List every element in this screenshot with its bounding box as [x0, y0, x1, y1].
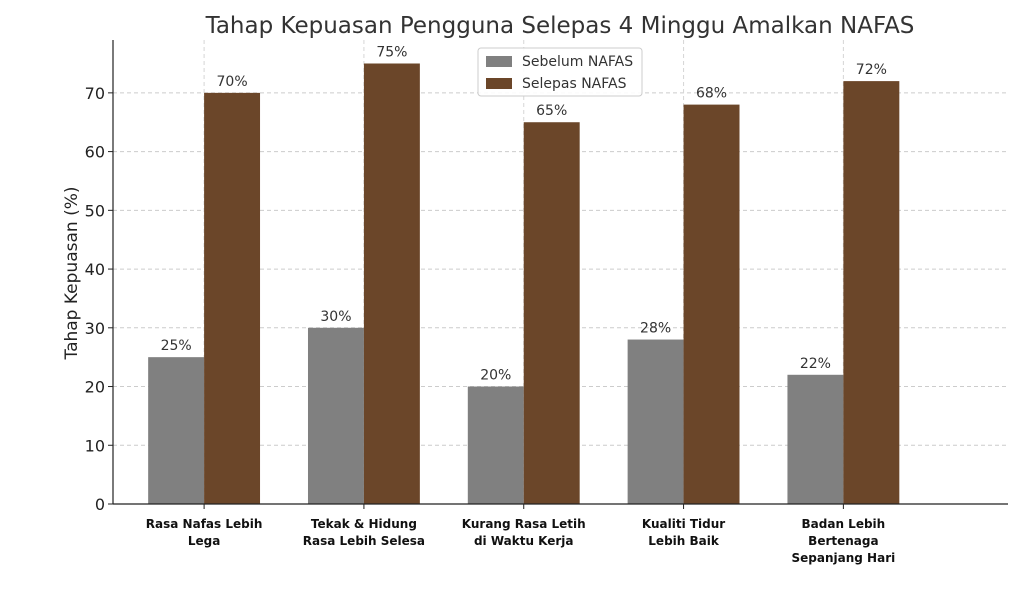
- legend-box: [477, 47, 643, 97]
- data-label: 28%: [640, 321, 671, 337]
- y-axis-label: Tahap Kepuasan (%): [62, 187, 82, 361]
- y-tick-label: 60: [85, 143, 105, 162]
- y-tick-label: 40: [85, 260, 105, 279]
- y-tick-label: 50: [85, 201, 105, 220]
- data-label: 20%: [480, 368, 511, 384]
- y-tick-label: 10: [85, 436, 105, 455]
- x-tick-label: Badan Lebih Bertenaga Sepanjang Hari: [792, 517, 896, 565]
- x-ticks: Rasa Nafas Lebih Lega Tekak & Hidung Rasa L…: [146, 504, 895, 565]
- bar-sebelum: [148, 357, 205, 504]
- bar-selepas: [843, 81, 900, 504]
- x-tick-label-line: Badan Lebih: [802, 517, 886, 531]
- data-label: 70%: [217, 74, 248, 90]
- x-tick-label-line: Tekak & Hidung: [311, 517, 417, 531]
- legend-swatch: [486, 56, 512, 67]
- bar-selepas: [523, 122, 580, 505]
- data-label: 68%: [696, 86, 727, 102]
- data-labels: 25% 30% 20% 28% 22% 70% 75% 65% 68% 72%: [161, 44, 887, 383]
- x-tick-label: Rasa Nafas Lebih Lega: [146, 517, 263, 548]
- data-label: 30%: [320, 309, 351, 325]
- x-tick-label-line: Rasa Nafas Lebih: [146, 517, 263, 531]
- y-tick-label: 70: [85, 84, 105, 103]
- y-tick-label: 30: [85, 319, 105, 338]
- x-tick-label-line: Bertenaga: [808, 534, 878, 548]
- y-ticks: 0 10 20 30 40 50 60 70: [85, 84, 113, 514]
- bar-sebelum: [787, 374, 844, 504]
- x-tick-label-line: Rasa Lebih Selesa: [303, 534, 425, 548]
- legend: Sebelum NAFAS Selepas NAFAS: [477, 47, 643, 97]
- bar-selepas: [363, 63, 420, 504]
- bar-selepas: [683, 104, 740, 504]
- x-tick-label-line: Kurang Rasa Letih: [462, 517, 586, 531]
- bars: [148, 63, 900, 505]
- axes: [112, 40, 1008, 505]
- x-tick-label-line: Sepanjang Hari: [792, 551, 896, 565]
- data-label: 72%: [856, 62, 887, 78]
- data-label: 65%: [536, 103, 567, 119]
- x-tick-label: Tekak & Hidung Rasa Lebih Selesa: [303, 517, 425, 548]
- data-label: 22%: [800, 356, 831, 372]
- bar-sebelum: [307, 327, 364, 504]
- x-tick-label-line: di Waktu Kerja: [474, 534, 574, 548]
- legend-entry: Sebelum NAFAS: [522, 54, 633, 70]
- legend-entry: Selepas NAFAS: [522, 76, 627, 92]
- x-tick-label: Kualiti Tidur Lebih Baik: [642, 517, 725, 548]
- legend-swatch: [486, 78, 512, 89]
- chart-title: Tahap Kepuasan Pengguna Selepas 4 Minggu…: [205, 13, 915, 39]
- bar-sebelum: [627, 339, 684, 504]
- data-label: 75%: [376, 44, 407, 60]
- bar-selepas: [204, 92, 261, 505]
- x-tick-label-line: Lebih Baik: [648, 534, 720, 548]
- x-tick-label: Kurang Rasa Letih di Waktu Kerja: [462, 517, 586, 548]
- bar-sebelum: [467, 386, 524, 504]
- x-tick-label-line: Kualiti Tidur: [642, 517, 725, 531]
- x-tick-label-line: Lega: [188, 534, 220, 548]
- y-tick-label: 20: [85, 378, 105, 397]
- data-label: 25%: [161, 338, 192, 354]
- y-tick-label: 0: [95, 495, 105, 514]
